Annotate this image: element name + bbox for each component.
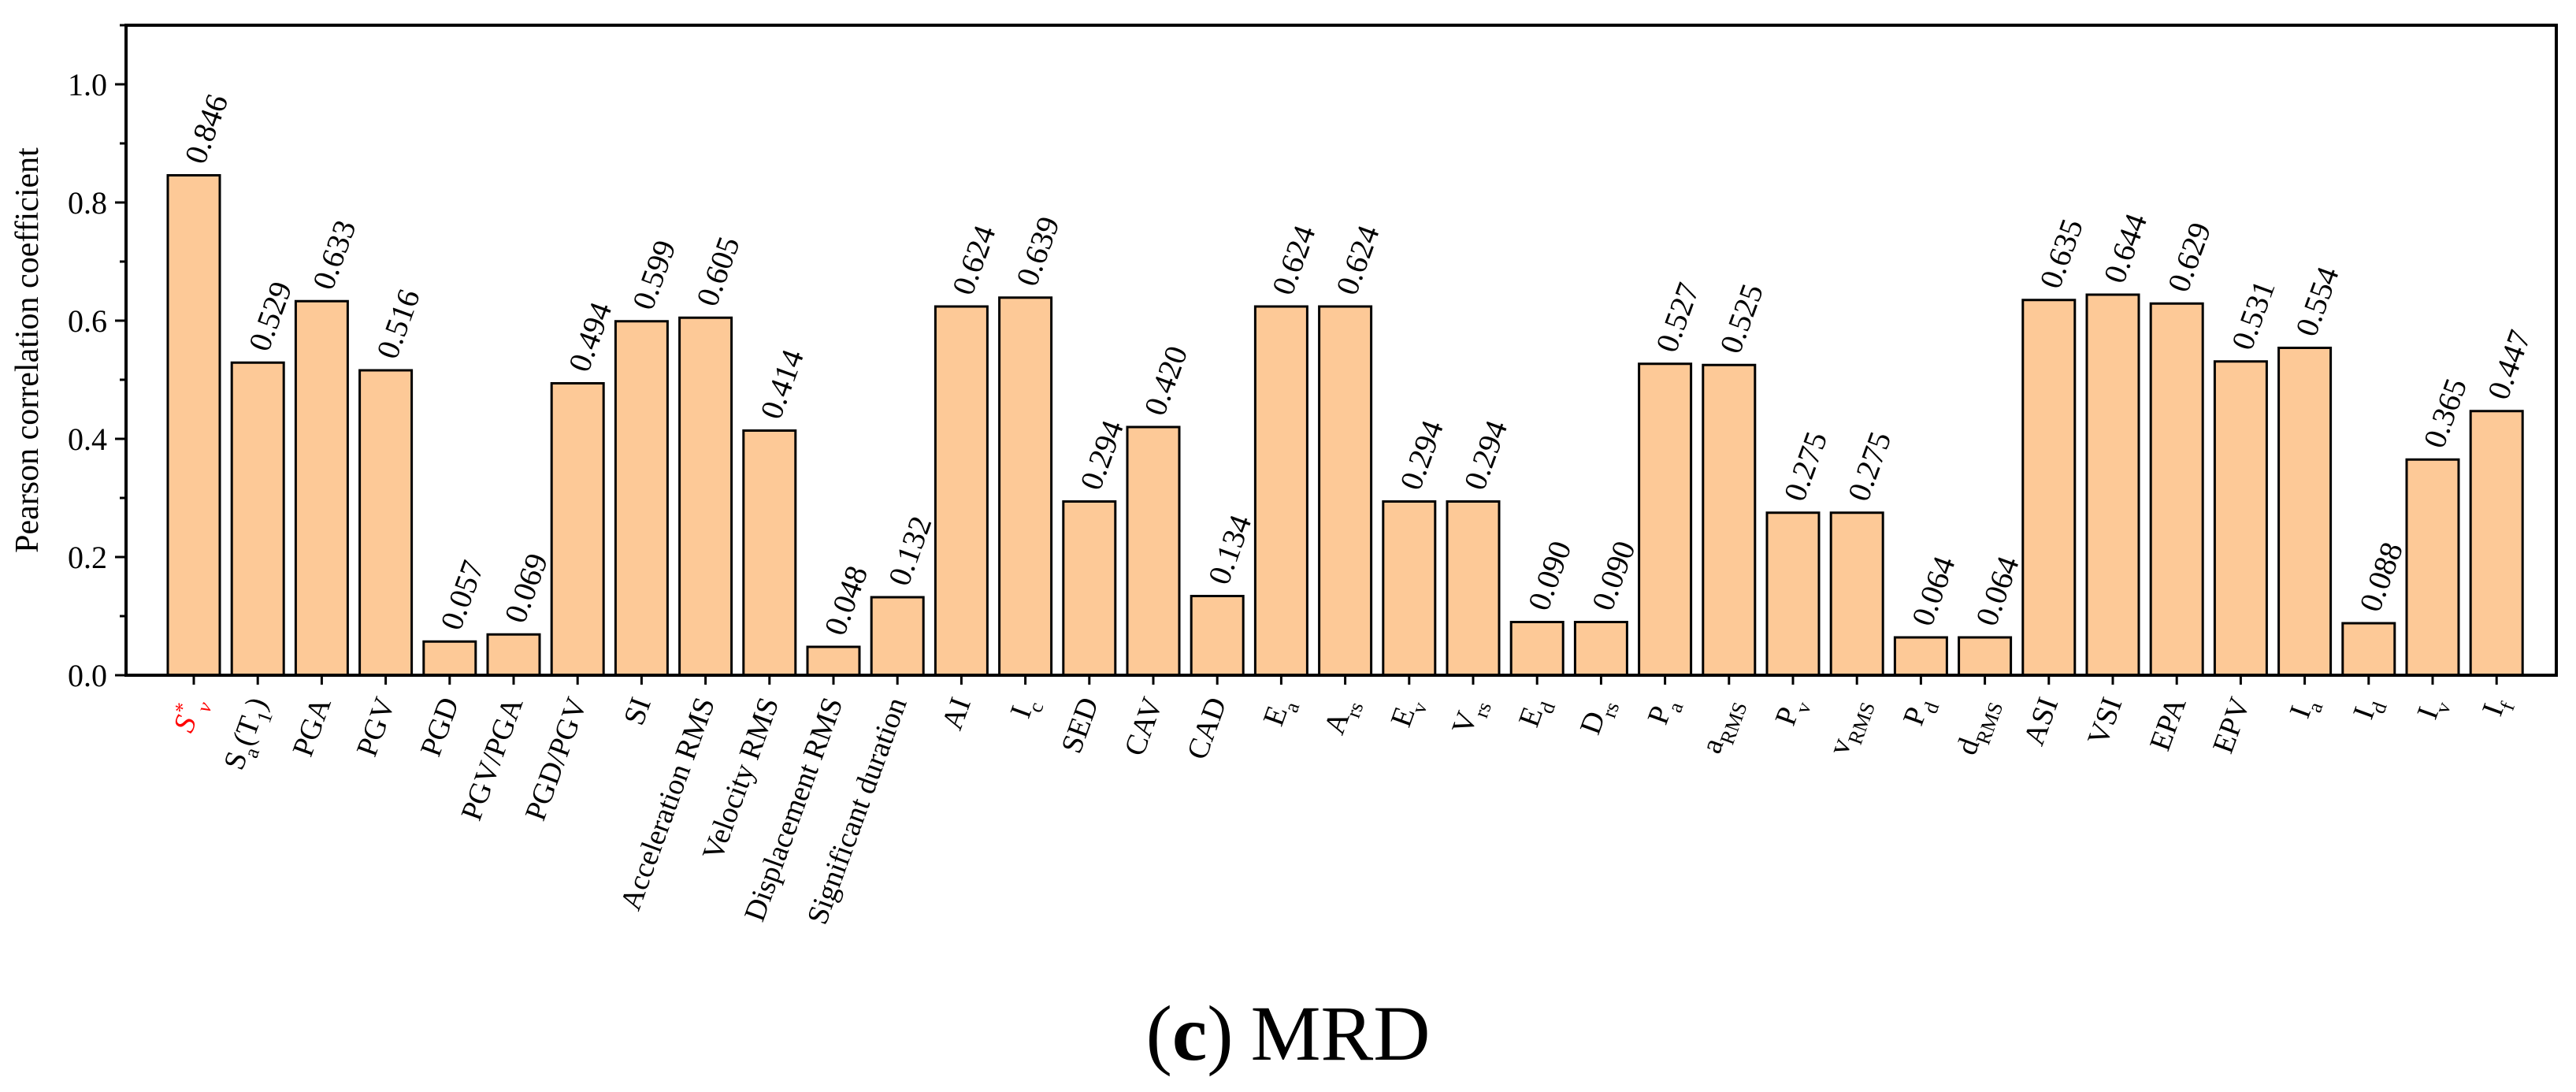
bar (870, 596, 925, 677)
bar (1253, 305, 1308, 677)
bar (934, 305, 989, 677)
caption-letter: c (1172, 990, 1207, 1077)
bar (2021, 299, 2077, 677)
bar (1638, 362, 1693, 677)
bar (2213, 360, 2268, 677)
y-axis-label: Pearson correlation coefficient (9, 147, 46, 553)
caption-open-paren: ( (1146, 990, 1172, 1077)
bar (486, 633, 541, 677)
bar (422, 640, 477, 677)
category-label: Ev (1384, 693, 1431, 734)
caption-text: MRD (1251, 990, 1431, 1077)
bar (230, 361, 285, 677)
bar (2277, 347, 2333, 677)
y-tick-label: 1.0 (68, 67, 107, 102)
plot-area: 0.00.20.40.60.81.00.846S*v0.529Sa(T1)0.6… (68, 24, 2537, 929)
bar (2341, 622, 2396, 677)
bar (1318, 305, 1373, 677)
bar (1958, 636, 2013, 677)
bar (806, 645, 861, 677)
bar (550, 382, 605, 677)
bar (1829, 511, 1884, 677)
caption-close-paren: ) (1207, 990, 1233, 1077)
figure-caption: (c) MRD (1146, 990, 1431, 1077)
bar (294, 299, 349, 677)
bar (2405, 458, 2460, 677)
bar (1509, 621, 1565, 677)
category-label: Drs (1574, 693, 1624, 741)
category-label: Sa(T1) (217, 693, 280, 777)
y-tick-label: 0.6 (68, 303, 107, 339)
bar (1382, 500, 1437, 677)
bar (2085, 293, 2140, 677)
bar (614, 320, 669, 677)
bar (2149, 302, 2204, 677)
bar (678, 316, 733, 677)
bar (166, 174, 221, 677)
bar (1702, 363, 1757, 677)
bar (1190, 595, 1245, 677)
bar (1446, 500, 1501, 677)
bar (1573, 621, 1628, 677)
bar (742, 429, 797, 677)
bar (358, 369, 414, 677)
bar (998, 296, 1053, 677)
bar (2469, 410, 2524, 677)
bar (1765, 511, 1821, 677)
y-tick-label: 0.2 (68, 540, 107, 575)
bar (1126, 425, 1181, 677)
bar (1062, 500, 1117, 677)
y-tick-label: 0.4 (68, 422, 107, 457)
y-tick-label: 0.8 (68, 185, 107, 221)
bar (1893, 636, 1948, 677)
y-tick-label: 0.0 (68, 658, 107, 693)
plot-frame (124, 24, 2558, 677)
